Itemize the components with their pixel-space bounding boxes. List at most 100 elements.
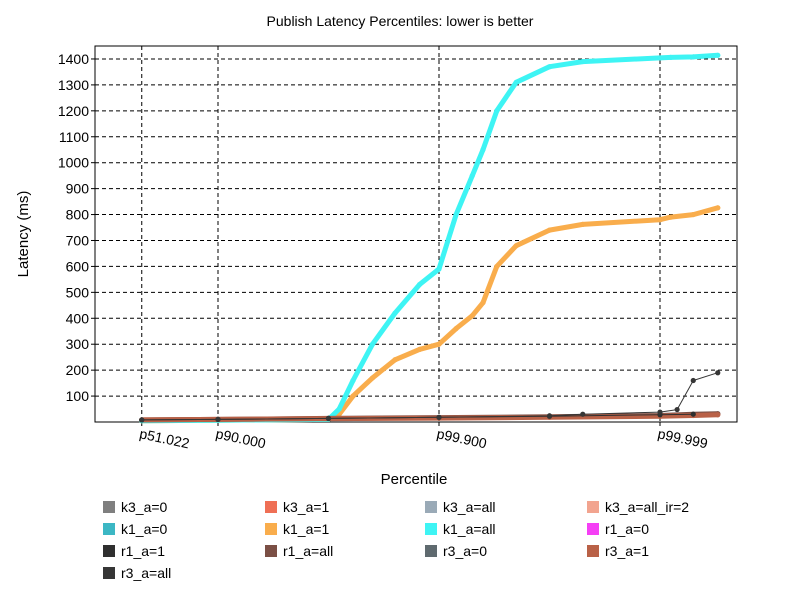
series-line (139, 205, 721, 424)
legend-swatch (103, 545, 115, 557)
legend-label: k3_a=all (443, 499, 496, 515)
data-point (668, 214, 674, 220)
data-point (480, 300, 486, 306)
data-point (546, 227, 553, 233)
legend-label: k3_a=0 (121, 499, 168, 515)
legend-label: r1_a=all (283, 543, 333, 559)
legend-swatch (103, 523, 115, 535)
legend-label: r3_a=all (121, 565, 171, 581)
data-point (453, 326, 459, 332)
y-tick-label: 900 (66, 181, 90, 197)
legend-label: r3_a=1 (605, 543, 649, 559)
data-point (715, 52, 721, 58)
legend-swatch (103, 567, 115, 579)
data-point (580, 221, 586, 228)
y-tick-label: 1100 (59, 129, 89, 145)
data-point (690, 377, 696, 384)
legend-swatch (425, 523, 437, 535)
series-k1-a-1 (139, 205, 721, 424)
data-point (668, 54, 674, 61)
y-tick-label: 400 (66, 310, 90, 326)
data-point (480, 147, 486, 153)
legend-label: r1_a=0 (605, 521, 649, 537)
series-k1-a-all (139, 52, 721, 424)
x-tick-label: p99.900 (435, 425, 488, 451)
data-point (674, 406, 680, 413)
y-tick-label: 100 (66, 388, 90, 404)
y-axis-label: Latency (ms) (15, 191, 32, 278)
legend: k3_a=0 k3_a=1 k3_a=all k3_a=all_ir=2 k1_a=0 k… (103, 499, 689, 581)
data-point (494, 263, 500, 270)
y-axis-ticks: 100 200 300 400 500 600 700 800 900 1000 1100 1200 1… (58, 51, 95, 404)
legend-entry: k3_a=0 (103, 499, 168, 515)
legend-label: k1_a=0 (121, 521, 168, 537)
legend-swatch (587, 523, 599, 535)
data-point (715, 412, 721, 418)
legend-entry: k3_a=all_ir=2 (587, 499, 689, 515)
data-point (139, 417, 145, 423)
legend-entry: k1_a=0 (103, 521, 168, 537)
data-point (215, 416, 221, 423)
y-tick-label: 1000 (58, 155, 89, 171)
legend-label: k3_a=all_ir=2 (605, 499, 689, 515)
legend-entry: r3_a=1 (587, 543, 649, 559)
data-point (436, 266, 442, 272)
data-point (690, 54, 696, 60)
legend-entry: k3_a=1 (265, 499, 330, 515)
series-line (141, 372, 719, 421)
data-point (657, 409, 663, 415)
legend-label: k1_a=1 (283, 521, 330, 537)
legend-swatch (265, 545, 277, 557)
data-point (494, 108, 500, 114)
data-point (469, 313, 475, 319)
data-point (369, 375, 376, 381)
x-tick-label: p51.022 (138, 425, 191, 451)
y-tick-label: 700 (66, 232, 90, 248)
series-layer (139, 52, 721, 424)
data-point (690, 211, 696, 218)
data-point (336, 406, 342, 412)
data-point (546, 64, 553, 70)
data-point (546, 413, 553, 419)
legend-entry: k3_a=all (425, 499, 496, 515)
grid (95, 46, 737, 422)
x-tick-label: p99.999 (656, 425, 709, 451)
legend-entry: r1_a=0 (587, 521, 649, 537)
x-axis-ticks: p51.022 p90.000 p99.900 p99.999 (138, 422, 709, 452)
legend-swatch (265, 523, 277, 535)
data-point (416, 281, 423, 288)
legend-swatch (103, 501, 115, 513)
data-point (513, 243, 519, 249)
legend-entry: r1_a=1 (103, 543, 165, 559)
legend-label: r1_a=1 (121, 543, 165, 559)
y-tick-label: 1200 (58, 103, 89, 119)
y-tick-label: 600 (66, 258, 90, 274)
data-point (392, 357, 398, 363)
y-tick-label: 1400 (58, 51, 89, 67)
legend-entry: k1_a=1 (265, 521, 330, 537)
data-point (715, 370, 721, 376)
legend-entry: r3_a=0 (425, 543, 487, 559)
legend-label: k1_a=all (443, 521, 496, 537)
data-point (392, 310, 398, 316)
data-point (469, 173, 475, 179)
data-point (416, 346, 423, 352)
data-point (657, 55, 663, 61)
legend-label: k3_a=1 (283, 499, 330, 515)
data-point (453, 211, 459, 218)
chart-title: Publish Latency Percentiles: lower is be… (267, 13, 534, 29)
plot-frame (94, 45, 738, 423)
series-line (139, 52, 721, 424)
data-point (513, 79, 519, 85)
data-point (580, 411, 586, 417)
legend-swatch (265, 501, 277, 513)
data-point (350, 377, 356, 384)
legend-swatch (587, 501, 599, 513)
legend-swatch (587, 545, 599, 557)
y-tick-label: 800 (66, 207, 90, 223)
data-point (436, 341, 442, 347)
y-tick-label: 500 (66, 284, 90, 300)
data-point (657, 217, 663, 223)
data-point (436, 414, 442, 420)
